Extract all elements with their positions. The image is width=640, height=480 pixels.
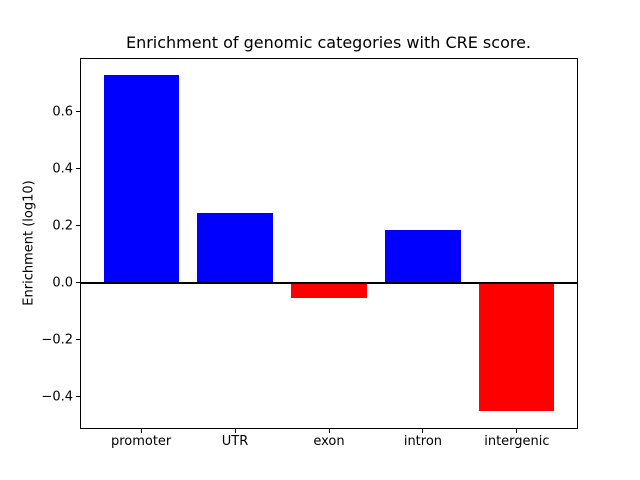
y-tick-label: 0.2 xyxy=(52,218,73,234)
y-tick xyxy=(76,282,80,284)
x-tick-label-intergenic: intergenic xyxy=(484,434,550,449)
x-tick-label-UTR: UTR xyxy=(221,434,249,449)
y-tick xyxy=(76,396,80,398)
y-tick xyxy=(76,168,80,170)
bar-intron xyxy=(385,229,461,283)
chart-title: Enrichment of genomic categories with CR… xyxy=(125,33,532,52)
y-axis-label: Enrichment (log10) xyxy=(21,180,37,306)
x-tick-label-intron: intron xyxy=(403,434,443,449)
y-tick-label: −0.4 xyxy=(41,389,73,405)
y-tick xyxy=(76,111,80,113)
x-tick-label-promoter: promoter xyxy=(110,434,172,449)
y-tick-label: 0.6 xyxy=(52,104,73,120)
y-tick-label: −0.2 xyxy=(41,332,73,348)
plot-area: 0.6 0.4 0.2 0.0 −0.2 −0.4 promoter UTR exon intro… xyxy=(41,58,578,448)
y-tick xyxy=(76,339,80,341)
bar-promoter xyxy=(103,74,179,283)
zero-line xyxy=(81,281,577,284)
bar-intergenic xyxy=(479,282,555,411)
bar-UTR xyxy=(197,212,273,283)
x-tick xyxy=(328,429,330,433)
x-tick-label-exon: exon xyxy=(313,434,345,449)
y-tick-label: 0.0 xyxy=(52,275,73,291)
y-tick-label: 0.4 xyxy=(52,161,73,177)
bar-exon xyxy=(291,282,367,299)
x-tick xyxy=(516,429,518,433)
x-tick xyxy=(140,429,142,433)
x-tick xyxy=(422,429,424,433)
y-tick xyxy=(76,225,80,227)
x-tick xyxy=(234,429,236,433)
